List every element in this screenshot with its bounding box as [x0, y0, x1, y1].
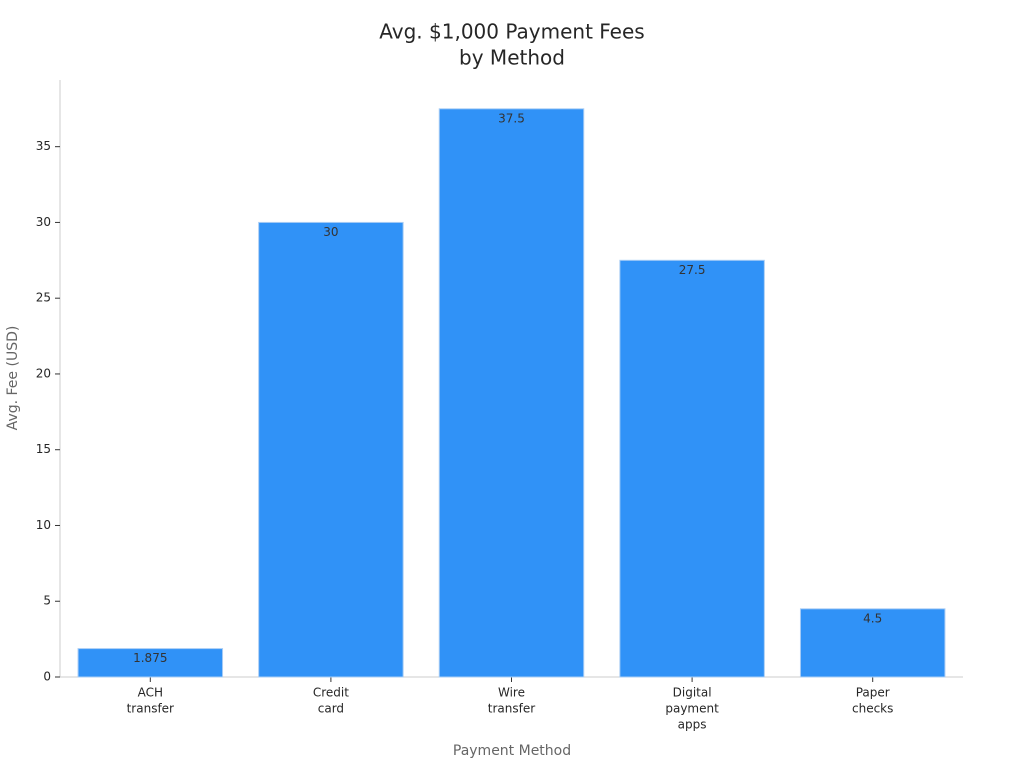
value-label: 1.875	[133, 651, 167, 665]
y-tick-label: 15	[36, 442, 51, 456]
x-tick-label: Paper	[856, 686, 890, 700]
bar	[619, 259, 765, 678]
y-axis-title: Avg. Fee (USD)	[5, 326, 21, 431]
bar	[799, 608, 946, 678]
x-tick-label: Digital	[673, 686, 712, 700]
x-tick-label: ACH	[138, 686, 163, 700]
chart-title: Avg. $1,000 Payment Fees	[379, 20, 644, 44]
y-tick-label: 5	[43, 594, 51, 608]
y-tick-label: 25	[36, 291, 51, 305]
x-tick-label: checks	[852, 702, 893, 716]
x-tick-label: transfer	[488, 702, 535, 716]
value-label: 27.5	[679, 263, 706, 277]
x-tick-label: apps	[678, 718, 707, 732]
x-tick-label: Credit	[313, 686, 349, 700]
value-label: 4.5	[863, 611, 882, 625]
chart-title: by Method	[459, 46, 565, 70]
x-tick-label: transfer	[127, 702, 174, 716]
value-label: 37.5	[498, 111, 525, 125]
y-tick-label: 20	[36, 366, 51, 380]
x-tick-label: card	[318, 702, 344, 716]
value-label: 30	[323, 225, 338, 239]
bar	[438, 108, 585, 678]
bar	[258, 221, 404, 678]
x-tick-label: Wire	[498, 686, 525, 700]
y-tick-label: 30	[36, 215, 51, 229]
x-axis-title: Payment Method	[453, 743, 571, 759]
x-tick-label: payment	[665, 702, 719, 716]
y-tick-label: 0	[43, 670, 51, 684]
bar	[77, 648, 224, 678]
y-tick-label: 10	[36, 518, 51, 532]
y-tick-label: 35	[36, 139, 51, 153]
